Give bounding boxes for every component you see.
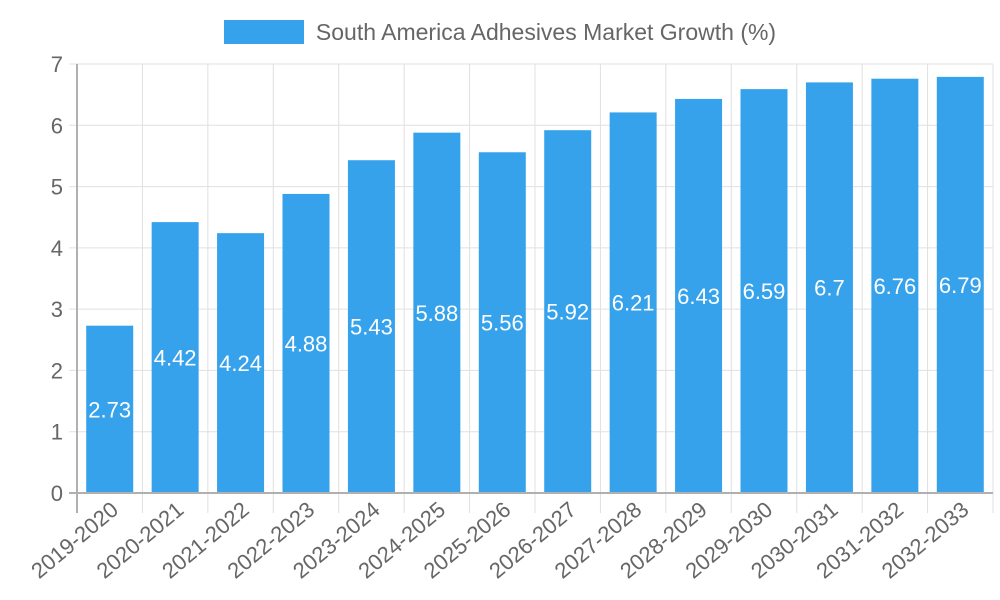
bar[interactable] <box>544 130 592 493</box>
bar-value-label: 5.88 <box>415 301 458 326</box>
bar-value-label: 6.59 <box>743 279 786 304</box>
y-tick-label: 6 <box>51 113 63 138</box>
y-tick-label: 5 <box>51 175 63 200</box>
x-axis-ticks: 2019-20202020-20212021-20222022-20232023… <box>26 497 973 584</box>
y-tick-label: 1 <box>51 420 63 445</box>
y-tick-label: 0 <box>51 481 63 506</box>
y-tick-label: 7 <box>51 52 63 77</box>
legend-label[interactable]: South America Adhesives Market Growth (%… <box>315 18 777 45</box>
bar-value-label: 5.92 <box>546 300 589 325</box>
bar[interactable] <box>217 233 265 494</box>
bar[interactable] <box>740 89 788 494</box>
bar-value-label: 5.56 <box>481 311 524 336</box>
bar-value-label: 2.73 <box>88 397 131 422</box>
bar[interactable] <box>675 98 723 493</box>
bar-value-label: 4.42 <box>154 346 197 371</box>
grid-lines <box>69 63 994 513</box>
bar[interactable] <box>805 82 853 493</box>
bars <box>86 76 984 494</box>
bar-value-label: 6.43 <box>677 284 720 309</box>
bar[interactable] <box>413 132 461 493</box>
y-tick-label: 4 <box>51 236 63 261</box>
bar-value-label: 5.43 <box>350 315 393 340</box>
bar[interactable] <box>478 152 526 493</box>
axes <box>69 64 993 513</box>
bar-value-label: 4.24 <box>219 351 262 376</box>
legend-swatch[interactable] <box>223 20 304 44</box>
bar[interactable] <box>609 112 657 493</box>
chart-legend: South America Adhesives Market Growth (%… <box>0 18 1000 46</box>
bar-value-label: 6.7 <box>814 276 845 301</box>
bar[interactable] <box>86 325 134 493</box>
bar-value-label: 6.76 <box>873 274 916 299</box>
bar[interactable] <box>151 222 199 494</box>
bar[interactable] <box>936 76 984 494</box>
bar[interactable] <box>871 78 919 494</box>
bar[interactable] <box>347 160 395 493</box>
y-tick-label: 3 <box>51 297 63 322</box>
bar-value-label: 6.79 <box>939 273 982 298</box>
bar-value-label: 4.88 <box>285 331 328 356</box>
y-tick-label: 2 <box>51 358 63 383</box>
bar-value-label: 6.21 <box>612 291 655 316</box>
y-axis-ticks: 0 1 2 3 4 5 6 7 <box>51 52 63 506</box>
bar-value-labels: 2.73 4.42 4.24 4.88 5.43 5.88 5.56 5.92 6.21 6.43… <box>88 273 981 422</box>
bar[interactable] <box>282 193 330 493</box>
